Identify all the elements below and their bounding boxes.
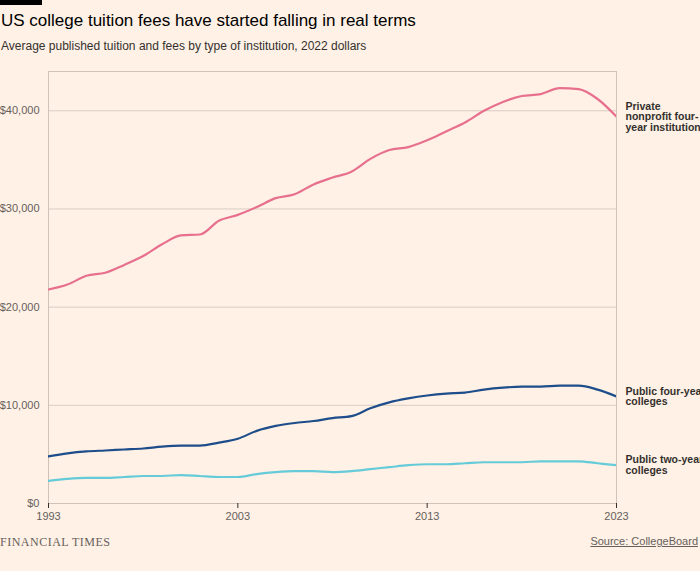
html-text:Source: CollegeBoard: Source: CollegeBoard [590,535,698,547]
svg-text:$30,000: $30,000 [0,202,40,214]
html-text:Average published tuition and: Average published tuition and fees by ty… [1,39,367,53]
svg-text:$0: $0 [27,497,39,509]
svg-text:$40,000: $40,000 [0,104,40,116]
svg-text:$10,000: $10,000 [0,399,40,411]
svg-text:Public four-yearcolleges: Public four-yearcolleges [626,385,700,408]
html-text:FINANCIAL TIMES: FINANCIAL TIMES [0,535,111,549]
svg-text:Privatenonprofit four-year ins: Privatenonprofit four-year institutions [626,100,700,133]
svg-text:2013: 2013 [415,510,439,522]
svg-text:1993: 1993 [36,510,60,522]
svg-text:2023: 2023 [604,510,628,522]
svg-text:Public two-yearcolleges: Public two-yearcolleges [626,453,700,476]
svg-text:$20,000: $20,000 [0,301,40,313]
svg-text:2003: 2003 [226,510,250,522]
html-text:US college tuition fees have s: US college tuition fees have started fal… [1,11,416,30]
